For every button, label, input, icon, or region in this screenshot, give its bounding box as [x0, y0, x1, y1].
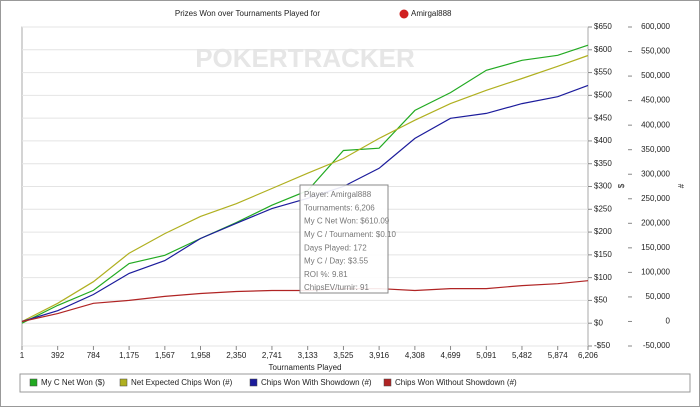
legend-swatch: [249, 378, 258, 387]
x-tick-label: 1: [20, 351, 25, 360]
x-tick-label: 6,206: [578, 351, 599, 360]
y-tick-label: $600: [594, 45, 612, 54]
tooltip-line: My C / Tournament: $0.10: [304, 230, 396, 239]
y-tick-label: $100: [594, 273, 612, 282]
y-tick-label: $500: [594, 90, 612, 99]
x-tick-label: 3,916: [369, 351, 390, 360]
x-tick-label: 2,350: [226, 351, 247, 360]
player-icon: [399, 9, 409, 19]
legend-label: Net Expected Chips Won (#): [131, 378, 233, 387]
legend-swatch: [29, 378, 38, 387]
y2-tick-label: 0: [666, 317, 671, 326]
tooltip: Player: Amirgal888 Tournaments: 6,206 My C…: [299, 184, 396, 294]
x-axis-label: Tournaments Played: [269, 363, 342, 372]
legend-label: Chips Won Without Showdown (#): [395, 378, 517, 387]
tooltip-line: ChipsEV/turnir: 91: [304, 283, 369, 292]
y2-tick-label: 450,000: [641, 96, 670, 105]
y-tick-label: $450: [594, 113, 612, 122]
y2-tick-label: 250,000: [641, 194, 670, 203]
y-tick-label: $50: [594, 296, 608, 305]
y-tick-label: $250: [594, 204, 612, 213]
y-tick-label: $200: [594, 227, 612, 236]
tooltip-line: Player: Amirgal888: [304, 190, 372, 199]
x-tick-label: 5,482: [512, 351, 533, 360]
legend-swatch: [119, 378, 128, 387]
y2-tick-label: 600,000: [641, 22, 670, 31]
x-tick-label: 3,133: [298, 351, 319, 360]
y2-tick-label: 550,000: [641, 47, 670, 56]
x-tick-label: 3,525: [333, 351, 354, 360]
y-tick-label: -$50: [594, 341, 611, 350]
tooltip-line: My C / Day: $3.55: [304, 257, 369, 266]
tooltip-line: Tournaments: 6,206: [304, 203, 375, 212]
x-tick-label: 5,091: [476, 351, 497, 360]
series-line: [21, 54, 589, 323]
x-tick-label: 1,958: [190, 351, 211, 360]
watermark: POKERTRACKER: [195, 43, 415, 73]
y2-axis-label: #: [677, 183, 686, 188]
y-tick-label: $400: [594, 136, 612, 145]
x-tick-label: 4,308: [405, 351, 426, 360]
legend: [19, 373, 691, 393]
y2-tick-label: 400,000: [641, 120, 670, 129]
legend-label: Chips Won With Showdown (#): [261, 378, 372, 387]
y-tick-label: $0: [594, 318, 603, 327]
player-name: Amirgal888: [411, 9, 452, 18]
y-tick-label: $550: [594, 68, 612, 77]
x-tick-label: 5,874: [548, 351, 569, 360]
y-axis-label: $: [617, 183, 626, 188]
x-tick-label: 1,567: [155, 351, 176, 360]
y2-tick-label: 200,000: [641, 218, 670, 227]
x-tick-label: 784: [87, 351, 101, 360]
y2-tick-label: 150,000: [641, 243, 670, 252]
y2-tick-label: 300,000: [641, 169, 670, 178]
y-tick-label: $150: [594, 250, 612, 259]
x-tick-label: 2,741: [262, 351, 283, 360]
legend-swatch: [383, 378, 392, 387]
legend-label: My C Net Won ($): [41, 378, 105, 387]
y-tick-label: $650: [594, 22, 612, 31]
tooltip-line: ROI %: 9.81: [304, 270, 348, 279]
x-tick-label: 1,175: [119, 351, 140, 360]
tooltip-box: [299, 184, 389, 294]
y2-tick-label: 350,000: [641, 145, 670, 154]
y2-tick-label: -50,000: [643, 341, 671, 350]
y2-tick-label: 100,000: [641, 267, 670, 276]
x-tick-label: 4,699: [441, 351, 462, 360]
y2-tick-label: 50,000: [646, 292, 671, 301]
y2-tick-label: 500,000: [641, 71, 670, 80]
tooltip-line: Days Played: 172: [304, 243, 367, 252]
tooltip-line: My C Net Won: $610.09: [304, 217, 390, 226]
y-tick-label: $300: [594, 182, 612, 191]
x-tick-label: 392: [51, 351, 65, 360]
chart-title: Prizes Won over Tournaments Played for: [175, 9, 320, 18]
y-tick-label: $350: [594, 159, 612, 168]
